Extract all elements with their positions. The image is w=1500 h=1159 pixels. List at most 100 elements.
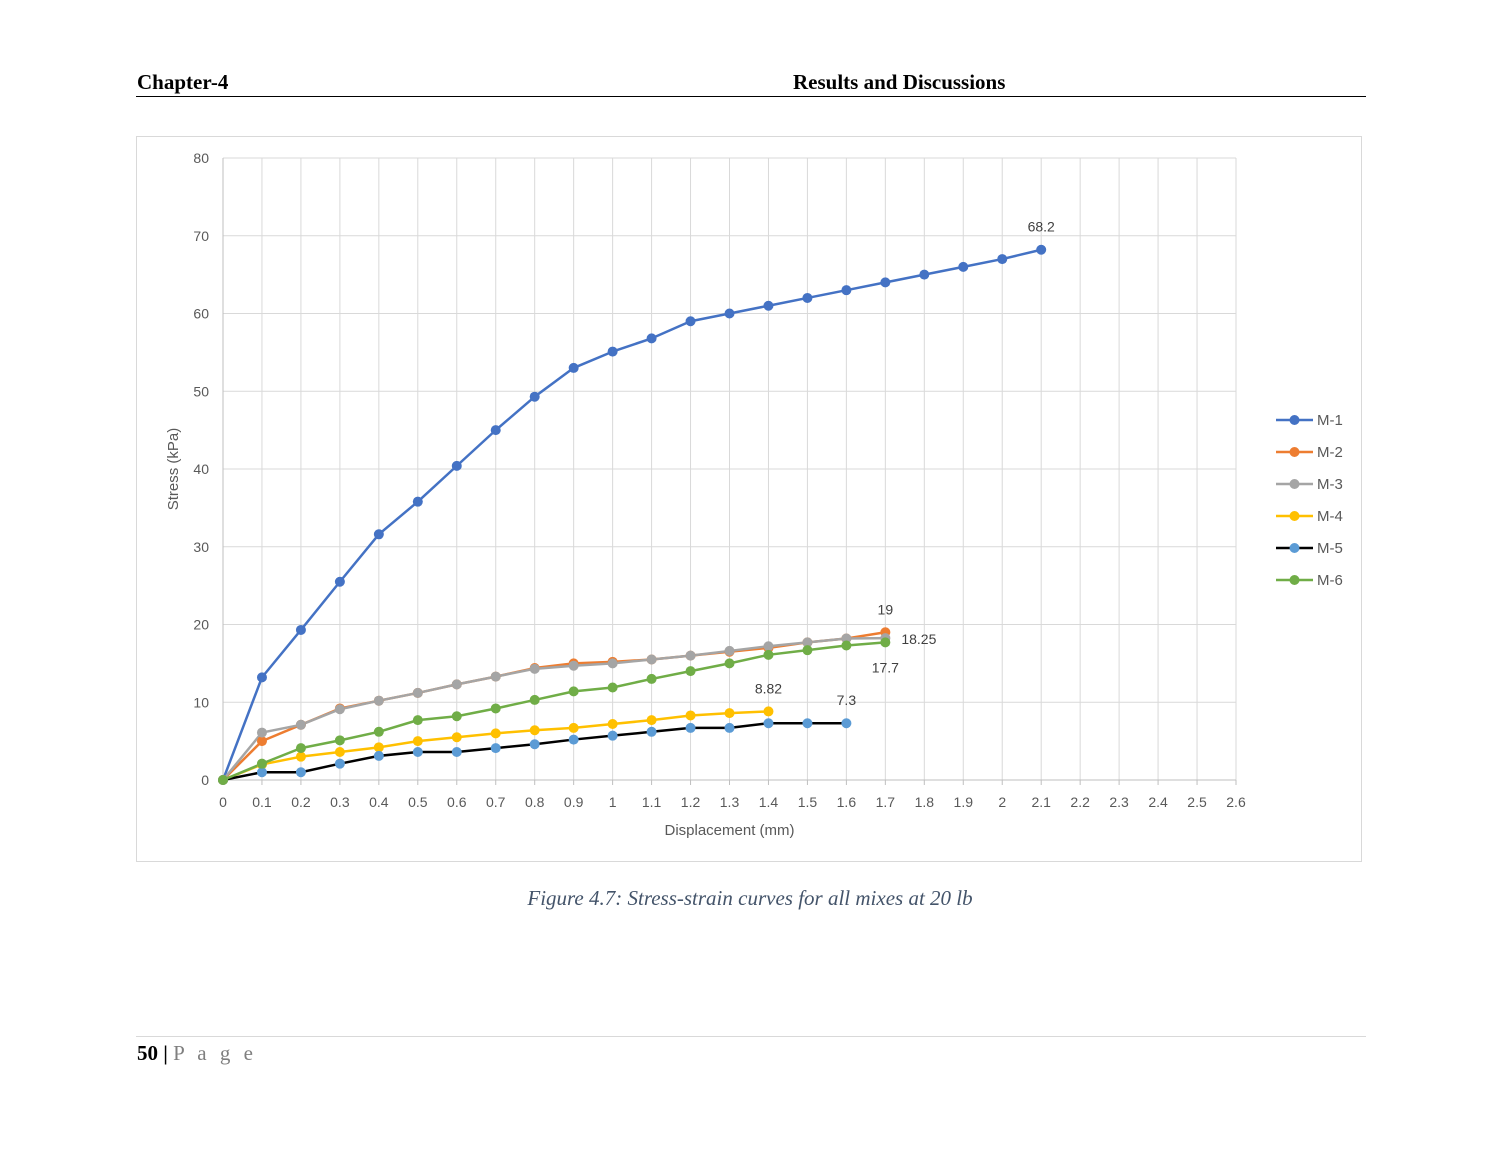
- data-point-m-3: [802, 637, 813, 648]
- data-point-m-1: [568, 362, 579, 373]
- data-point-m-3: [412, 687, 423, 698]
- x-tick-label: 2.6: [1226, 794, 1246, 810]
- legend-marker-m-4: [1289, 511, 1300, 521]
- data-point-m-5: [529, 739, 540, 750]
- data-point-m-5: [841, 718, 852, 729]
- data-point-m-1: [490, 425, 501, 436]
- data-point-m-1: [802, 292, 813, 303]
- data-point-m-6: [295, 743, 306, 754]
- data-label-m-3: 18.25: [901, 631, 936, 647]
- data-point-m-6: [568, 686, 579, 697]
- data-point-m-3: [295, 719, 306, 730]
- data-point-m-6: [256, 758, 267, 769]
- x-tick-label: 0: [219, 794, 227, 810]
- data-point-m-3: [529, 663, 540, 674]
- data-point-m-1: [724, 308, 735, 319]
- y-tick-label: 60: [193, 306, 209, 322]
- data-point-m-4: [568, 722, 579, 733]
- x-tick-label: 1.9: [954, 794, 974, 810]
- y-tick-label: 50: [193, 383, 209, 399]
- header-rule: [136, 96, 1366, 97]
- legend-label-m-6: M-6: [1317, 572, 1343, 589]
- data-point-m-3: [607, 658, 618, 669]
- legend-label-m-2: M-2: [1317, 444, 1343, 461]
- x-tick-label: 1.1: [642, 794, 662, 810]
- data-point-m-1: [763, 300, 774, 311]
- x-tick-label: 1.6: [837, 794, 857, 810]
- data-point-m-4: [373, 742, 384, 753]
- data-point-m-1: [607, 346, 618, 357]
- legend-marker-m-5: [1289, 543, 1300, 553]
- y-tick-label: 40: [193, 461, 209, 477]
- data-point-m-3: [646, 654, 657, 665]
- legend-marker-m-6: [1289, 575, 1300, 585]
- data-point-m-1: [295, 624, 306, 635]
- data-point-m-1: [880, 277, 891, 288]
- data-point-m-2: [256, 736, 267, 747]
- footer-separator: |: [163, 1041, 168, 1065]
- data-label-m-6: 17.7: [872, 659, 899, 675]
- legend-label-m-5: M-5: [1317, 540, 1343, 557]
- data-point-m-1: [451, 460, 462, 471]
- legend-marker-m-3: [1289, 479, 1300, 489]
- data-point-m-6: [412, 715, 423, 726]
- x-tick-label: 0.8: [525, 794, 545, 810]
- legend-label-m-1: M-1: [1317, 412, 1343, 429]
- data-point-m-1: [529, 391, 540, 402]
- chapter-heading: Chapter-4: [137, 70, 229, 94]
- chart-area: 0 0.1 0.2 0.3 0.4 0.5 0.6 0.7 0.8 0.9 1 1.1 1.2 1.3 1.…: [136, 136, 1362, 862]
- data-label-m-4: 8.82: [755, 680, 782, 696]
- data-point-m-5: [295, 767, 306, 778]
- legend-marker-m-2: [1289, 447, 1300, 457]
- y-tick-label: 30: [193, 539, 209, 555]
- data-point-m-6: [451, 711, 462, 722]
- data-point-m-1: [685, 316, 696, 327]
- data-point-m-4: [763, 706, 774, 717]
- series-line-m-6: [222, 641, 886, 782]
- data-point-m-4: [646, 715, 657, 726]
- data-point-m-4: [490, 728, 501, 739]
- data-point-m-4: [334, 747, 345, 758]
- x-tick-label: 1.5: [798, 794, 818, 810]
- x-tick-label: 1: [609, 794, 617, 810]
- data-point-m-1: [373, 529, 384, 540]
- series-line-m-1: [221, 248, 1042, 781]
- data-point-m-1: [256, 672, 267, 683]
- data-point-m-1: [412, 496, 423, 507]
- page-word: P a g e: [173, 1041, 257, 1065]
- x-tick-label: 0.9: [564, 794, 584, 810]
- data-point-m-5: [373, 750, 384, 761]
- data-point-m-5: [451, 747, 462, 758]
- data-point-m-4: [412, 736, 423, 747]
- data-point-m-6: [724, 658, 735, 669]
- data-point-m-5: [724, 722, 735, 733]
- data-point-m-3: [334, 704, 345, 715]
- x-tick-label: 0.2: [291, 794, 311, 810]
- data-point-m-5: [685, 722, 696, 733]
- x-tick-label: 1.4: [759, 794, 779, 810]
- data-point-m-3: [763, 641, 774, 652]
- data-point-m-3: [373, 695, 384, 706]
- data-point-m-6: [802, 645, 813, 656]
- x-tick-label: 2.2: [1070, 794, 1090, 810]
- data-point-m-4: [451, 732, 462, 743]
- data-point-m-3: [451, 679, 462, 690]
- data-point-m-3: [841, 633, 852, 644]
- legend-marker-m-1: [1289, 415, 1300, 425]
- x-tick-label: 2.3: [1109, 794, 1129, 810]
- data-point-m-6: [607, 682, 618, 693]
- x-tick-label: 1.7: [876, 794, 896, 810]
- data-point-m-1: [958, 261, 969, 272]
- data-point-m-3: [568, 660, 579, 671]
- data-point-m-5: [802, 718, 813, 729]
- data-point-m-6: [646, 673, 657, 684]
- data-point-m-6: [763, 649, 774, 660]
- data-point-m-6: [373, 726, 384, 737]
- x-tick-label: 0.3: [330, 794, 350, 810]
- x-tick-label: 2: [998, 794, 1006, 810]
- data-point-m-6: [685, 666, 696, 677]
- data-point-m-5: [568, 734, 579, 745]
- x-tick-label: 1.8: [915, 794, 935, 810]
- section-heading: Results and Discussions: [793, 70, 1006, 94]
- x-tick-label: 2.4: [1148, 794, 1168, 810]
